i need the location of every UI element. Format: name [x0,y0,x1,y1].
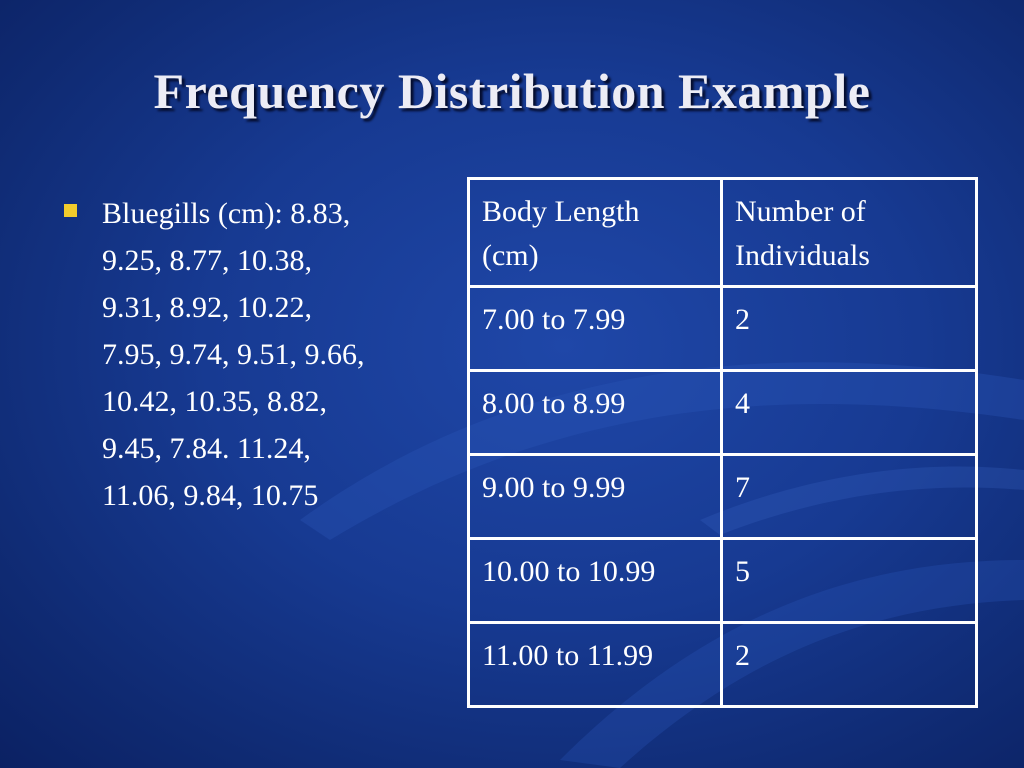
count-cell: 5 [720,537,978,624]
range-cell: 9.00 to 9.99 [467,453,723,540]
bullet-line: 9.45, 7.84. 11.24, [102,432,311,465]
header-line: Individuals [735,239,870,272]
range-cell: 8.00 to 8.99 [467,369,723,456]
range-cell: 10.00 to 10.99 [467,537,723,624]
bullet-line: 11.06, 9.84, 10.75 [102,479,319,512]
table-row: 10.00 to 10.99 5 [467,537,978,624]
header-body-length: Body Length (cm) [467,177,723,288]
bullet-list: Bluegills (cm): 8.83, 9.25, 8.77, 10.38,… [62,190,442,519]
bullet-item: Bluegills (cm): 8.83, 9.25, 8.77, 10.38,… [62,190,442,519]
bullet-line: 9.31, 8.92, 10.22, [102,291,312,324]
bullet-line: Bluegills (cm): 8.83, [102,197,351,230]
count-cell: 4 [720,369,978,456]
bullet-text: Bluegills (cm): 8.83, 9.25, 8.77, 10.38,… [102,190,442,519]
slide-title: Frequency Distribution Example [153,63,871,119]
header-line: (cm) [482,239,539,272]
count-cell: 2 [720,285,978,372]
header-line: Number of [735,195,866,228]
frequency-table: Body Length (cm) Number of Individuals 7… [467,177,978,708]
count-cell: 7 [720,453,978,540]
bullet-line: 7.95, 9.74, 9.51, 9.66, [102,338,365,371]
table-header-row: Body Length (cm) Number of Individuals [467,177,978,288]
count-cell: 2 [720,621,978,708]
header-number-of-individuals: Number of Individuals [720,177,978,288]
bullet-line: 10.42, 10.35, 8.82, [102,385,327,418]
table-row: 9.00 to 9.99 7 [467,453,978,540]
range-cell: 11.00 to 11.99 [467,621,723,708]
header-line: Body Length [482,195,640,228]
table-row: 7.00 to 7.99 2 [467,285,978,372]
table-row: 8.00 to 8.99 4 [467,369,978,456]
square-bullet-icon [64,204,77,217]
range-cell: 7.00 to 7.99 [467,285,723,372]
table-row: 11.00 to 11.99 2 [467,621,978,708]
bullet-line: 9.25, 8.77, 10.38, [102,244,312,277]
